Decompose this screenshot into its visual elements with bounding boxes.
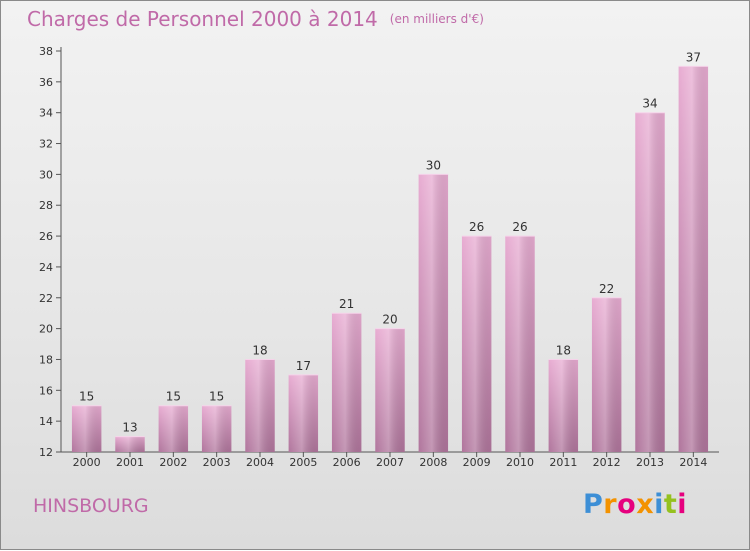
bar-shine-2000 bbox=[71, 405, 102, 452]
chart-title: Charges de Personnel 2000 à 2014 (en mill… bbox=[27, 7, 484, 31]
chart-subtitle: (en milliers d'€) bbox=[389, 12, 484, 26]
data-label: 22 bbox=[599, 282, 614, 296]
bar-shine-2012 bbox=[591, 297, 622, 452]
logo-letter: i bbox=[677, 489, 688, 520]
y-tick-label: 38 bbox=[39, 45, 53, 58]
bar-shine-2009 bbox=[461, 236, 492, 452]
data-label: 26 bbox=[469, 220, 484, 234]
x-tick-label: 2008 bbox=[419, 456, 447, 469]
data-labels: 15 13 15 15 18 17 21 20 30 26 26 18 22 34 37 bbox=[79, 50, 701, 434]
y-tick-label: 32 bbox=[39, 138, 53, 151]
x-tick-label: 2014 bbox=[679, 456, 707, 469]
data-label: 20 bbox=[382, 313, 397, 327]
x-tick-label: 2010 bbox=[506, 456, 534, 469]
x-tick-label: 2005 bbox=[289, 456, 317, 469]
data-label: 34 bbox=[642, 97, 657, 111]
data-label: 18 bbox=[252, 343, 267, 357]
bar-shine-2002 bbox=[158, 405, 189, 452]
x-tick-label: 2011 bbox=[549, 456, 577, 469]
bar-shine-2008 bbox=[418, 174, 449, 452]
x-tick-label: 2000 bbox=[73, 456, 101, 469]
y-tick-label: 24 bbox=[39, 261, 53, 274]
y-tick-label: 12 bbox=[39, 446, 53, 459]
data-label: 15 bbox=[79, 390, 94, 404]
chart-title-text: Charges de Personnel 2000 à 2014 bbox=[27, 7, 378, 31]
y-tick-label: 18 bbox=[39, 353, 53, 366]
data-label: 15 bbox=[209, 390, 224, 404]
y-tick-label: 36 bbox=[39, 76, 53, 89]
bar-shine-2013 bbox=[635, 112, 665, 452]
logo-letter: r bbox=[603, 489, 618, 520]
x-tick-label: 2004 bbox=[246, 456, 274, 469]
data-label: 15 bbox=[166, 390, 181, 404]
x-tick-label: 2012 bbox=[593, 456, 621, 469]
y-tick-label: 22 bbox=[39, 292, 53, 305]
logo-letter: i bbox=[654, 489, 664, 520]
bar-shine-2011 bbox=[548, 359, 579, 452]
bar-shine-2005 bbox=[288, 374, 319, 452]
logo-letter: P bbox=[583, 489, 604, 520]
bar-shine-2010 bbox=[505, 236, 535, 452]
bar-shine-2007 bbox=[375, 328, 405, 452]
bar-shine-2014 bbox=[678, 66, 709, 452]
data-label: 26 bbox=[512, 220, 527, 234]
proxiti-logo[interactable]: Proxiti bbox=[583, 489, 687, 520]
bars bbox=[71, 65, 709, 452]
bar-shine-2003 bbox=[201, 405, 232, 452]
logo-letter: t bbox=[663, 489, 678, 520]
x-tick-label: 2007 bbox=[376, 456, 404, 469]
x-tick-label: 2001 bbox=[116, 456, 144, 469]
place-name: HINSBOURG bbox=[33, 495, 149, 517]
y-tick-label: 16 bbox=[39, 384, 53, 397]
x-tick-label: 2009 bbox=[463, 456, 491, 469]
bar-shine-2006 bbox=[331, 313, 362, 452]
x-tick-label: 2003 bbox=[203, 456, 231, 469]
y-tick-label: 20 bbox=[39, 323, 53, 336]
y-tick-label: 28 bbox=[39, 199, 53, 212]
x-tick-label: 2006 bbox=[333, 456, 361, 469]
bar-shine-2001 bbox=[115, 436, 145, 452]
data-label: 21 bbox=[339, 297, 354, 311]
data-label: 13 bbox=[122, 421, 137, 435]
x-axis: 2000 2001 2002 2003 2004 2005 2006 2007 2008 2009… bbox=[61, 451, 719, 469]
y-tick-label: 30 bbox=[39, 168, 53, 181]
y-axis: 12 14 16 18 20 22 24 26 28 30 32 34 36 38 bbox=[39, 45, 62, 459]
y-tick-label: 14 bbox=[39, 415, 53, 428]
x-tick-label: 2002 bbox=[159, 456, 187, 469]
data-label: 30 bbox=[426, 158, 441, 172]
data-label: 18 bbox=[556, 343, 571, 357]
logo-letter: o bbox=[617, 489, 637, 520]
bar-shine-2004 bbox=[245, 359, 275, 452]
x-tick-label: 2013 bbox=[636, 456, 664, 469]
data-label: 37 bbox=[686, 50, 701, 64]
y-tick-label: 34 bbox=[39, 107, 53, 120]
y-tick-label: 26 bbox=[39, 230, 53, 243]
logo-letter: x bbox=[636, 489, 655, 520]
data-label: 17 bbox=[296, 359, 311, 373]
